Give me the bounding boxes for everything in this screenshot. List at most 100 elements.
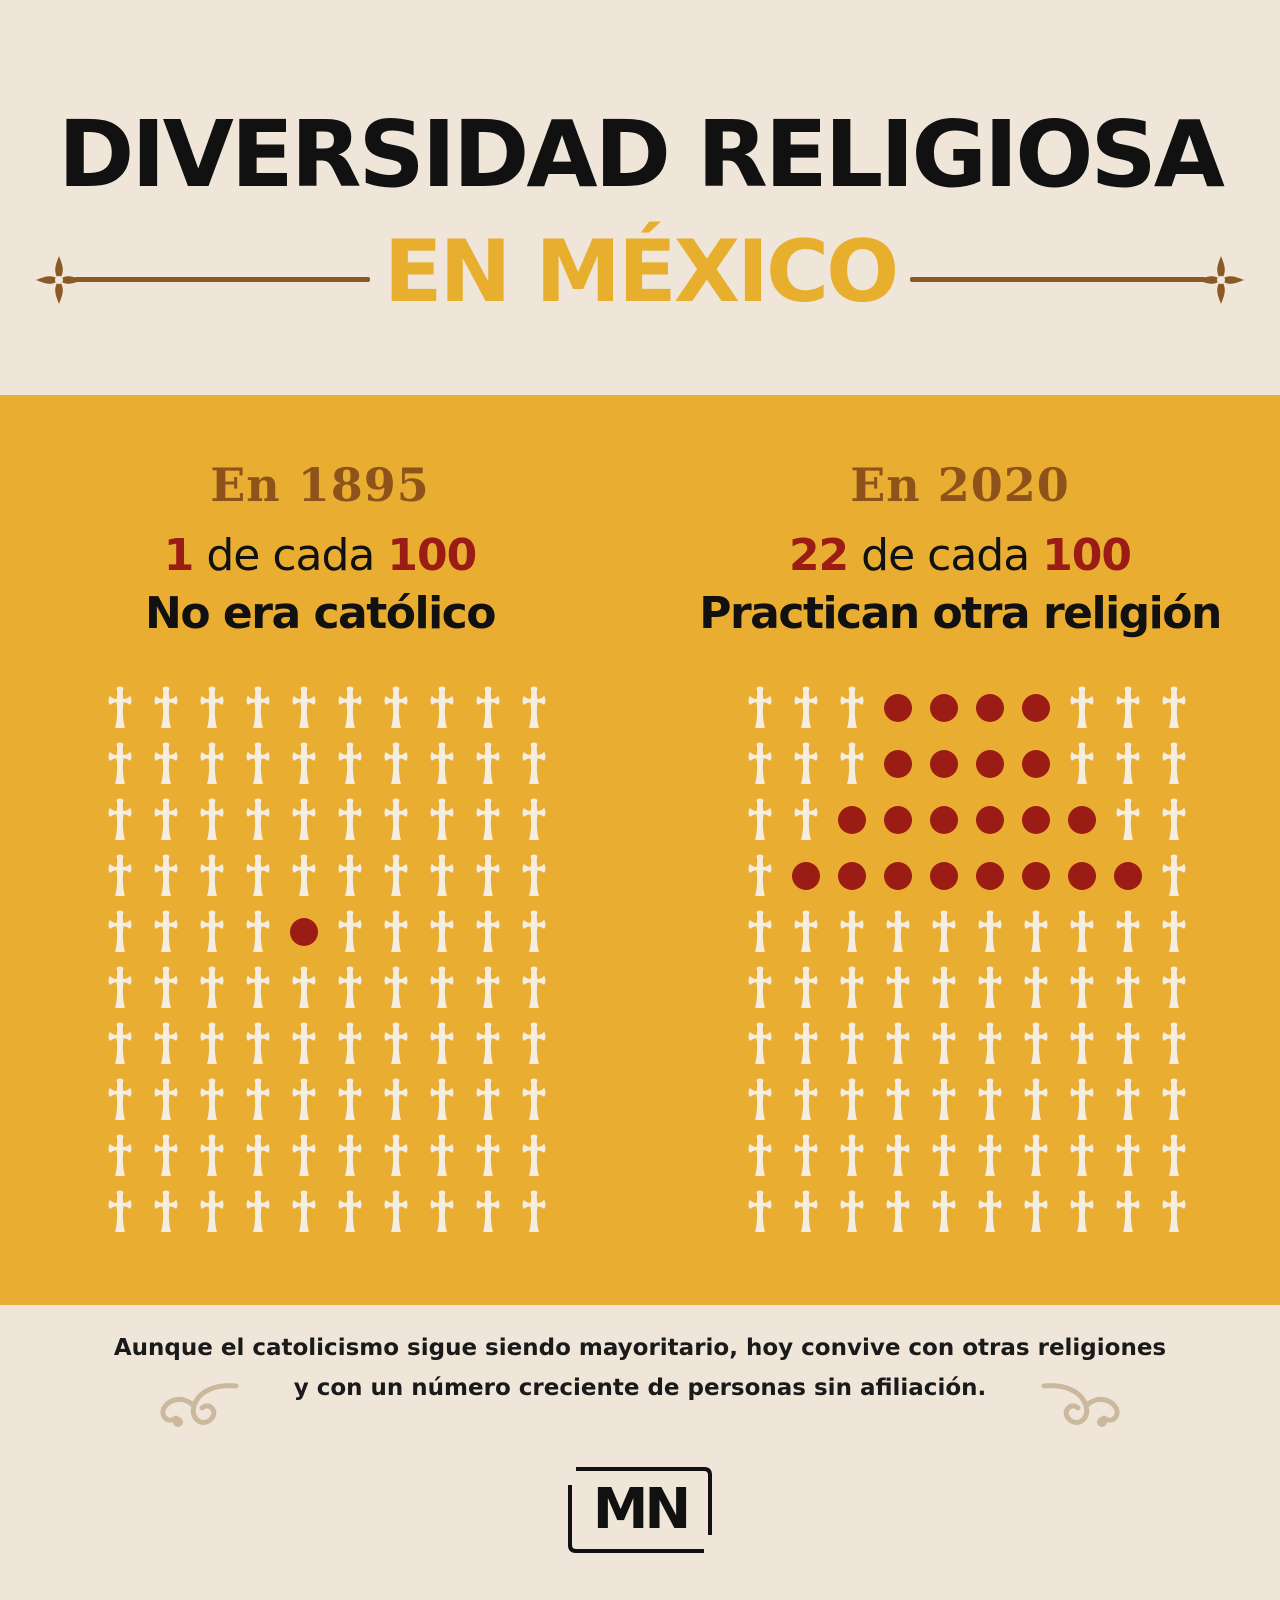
highlight-dot bbox=[884, 694, 912, 722]
cross-icon bbox=[476, 686, 500, 728]
cross-icon bbox=[200, 742, 224, 784]
cross-icon bbox=[1070, 686, 1094, 728]
cross-icon bbox=[246, 742, 270, 784]
cross-icon bbox=[522, 686, 546, 728]
cross-icon bbox=[886, 1134, 910, 1176]
cross-icon bbox=[430, 742, 454, 784]
cross-icon bbox=[748, 1134, 772, 1176]
cross-icon bbox=[108, 742, 132, 784]
cross-icon bbox=[1116, 686, 1140, 728]
cross-icon bbox=[932, 1134, 956, 1176]
highlight-dot bbox=[930, 862, 958, 890]
left-flourish-icon bbox=[160, 1383, 239, 1427]
highlight-dot bbox=[1022, 806, 1050, 834]
cross-icon bbox=[840, 686, 864, 728]
cross-icon bbox=[338, 1078, 362, 1120]
cross-icon bbox=[1162, 798, 1186, 840]
cross-icon bbox=[748, 686, 772, 728]
cross-icon bbox=[384, 1078, 408, 1120]
cross-icon bbox=[1070, 742, 1094, 784]
cross-icon bbox=[200, 854, 224, 896]
cross-icon bbox=[932, 1022, 956, 1064]
cross-icon bbox=[748, 854, 772, 896]
cross-icon bbox=[430, 1134, 454, 1176]
cross-icon bbox=[476, 1190, 500, 1232]
cross-icon bbox=[1070, 1134, 1094, 1176]
cross-icon bbox=[246, 1134, 270, 1176]
cross-icon bbox=[522, 1190, 546, 1232]
highlight-dot bbox=[976, 750, 1004, 778]
highlight-dot bbox=[1022, 862, 1050, 890]
cross-icon bbox=[1070, 966, 1094, 1008]
cross-icon bbox=[108, 1190, 132, 1232]
cross-icon bbox=[476, 1078, 500, 1120]
cross-icon bbox=[794, 1022, 818, 1064]
cross-icon bbox=[1024, 966, 1048, 1008]
cross-icon bbox=[246, 686, 270, 728]
cross-icon bbox=[794, 1190, 818, 1232]
cross-icon bbox=[748, 1022, 772, 1064]
page-subtitle: EN MÉXICO bbox=[383, 222, 900, 322]
cross-icon bbox=[840, 1134, 864, 1176]
cross-icon bbox=[748, 798, 772, 840]
cross-icon bbox=[384, 1190, 408, 1232]
highlight-dot bbox=[976, 806, 1004, 834]
cross-icon bbox=[794, 798, 818, 840]
cross-icon bbox=[430, 1190, 454, 1232]
cross-icon bbox=[840, 910, 864, 952]
cross-icon bbox=[1116, 742, 1140, 784]
cross-icon bbox=[1024, 1190, 1048, 1232]
cross-icon bbox=[840, 1078, 864, 1120]
cross-icon bbox=[384, 854, 408, 896]
highlight-dot bbox=[930, 806, 958, 834]
cross-icon bbox=[384, 686, 408, 728]
cross-icon bbox=[978, 1134, 1002, 1176]
cross-icon bbox=[246, 854, 270, 896]
cross-icon bbox=[886, 966, 910, 1008]
cross-icon bbox=[154, 742, 178, 784]
cross-icon bbox=[200, 1134, 224, 1176]
cross-icon bbox=[886, 1078, 910, 1120]
stat-total: 100 bbox=[387, 530, 477, 581]
cross-icon bbox=[794, 1134, 818, 1176]
cross-icon bbox=[522, 1022, 546, 1064]
stat-connector: de cada bbox=[848, 530, 1043, 581]
cross-icon bbox=[978, 910, 1002, 952]
cross-icon bbox=[246, 910, 270, 952]
cross-icon bbox=[794, 742, 818, 784]
cross-icon bbox=[154, 854, 178, 896]
cross-icon bbox=[108, 798, 132, 840]
cross-icon bbox=[200, 966, 224, 1008]
cross-icon bbox=[154, 686, 178, 728]
cross-icon bbox=[748, 910, 772, 952]
cross-icon bbox=[430, 686, 454, 728]
cross-icon bbox=[748, 966, 772, 1008]
cross-icon bbox=[794, 966, 818, 1008]
cross-icon bbox=[476, 742, 500, 784]
right-divider-line bbox=[910, 277, 1206, 282]
cross-icon bbox=[108, 686, 132, 728]
highlight-dot bbox=[930, 694, 958, 722]
cross-icon bbox=[840, 1022, 864, 1064]
cross-icon bbox=[246, 1190, 270, 1232]
cross-icon bbox=[154, 798, 178, 840]
stat-number: 22 bbox=[788, 530, 849, 581]
cross-icon bbox=[1162, 910, 1186, 952]
cross-icon bbox=[154, 1134, 178, 1176]
cross-icon bbox=[1162, 1022, 1186, 1064]
cross-icon bbox=[1116, 966, 1140, 1008]
cross-icon bbox=[430, 798, 454, 840]
cross-icon bbox=[932, 1078, 956, 1120]
cross-icon bbox=[840, 742, 864, 784]
cross-icon bbox=[932, 910, 956, 952]
cross-icon bbox=[476, 1022, 500, 1064]
cross-icon bbox=[1162, 686, 1186, 728]
cross-icon bbox=[522, 1134, 546, 1176]
cross-icon bbox=[840, 1190, 864, 1232]
cross-icon bbox=[108, 1022, 132, 1064]
cross-icon bbox=[522, 966, 546, 1008]
cross-icon bbox=[932, 1190, 956, 1232]
cross-icon bbox=[1162, 854, 1186, 896]
highlight-dot bbox=[838, 806, 866, 834]
cross-icon bbox=[522, 798, 546, 840]
